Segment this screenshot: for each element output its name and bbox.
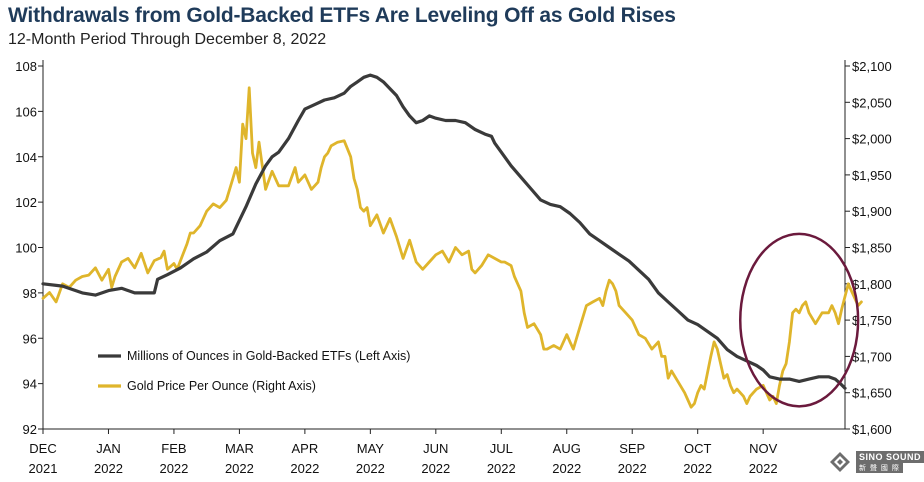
x-tick-year: 2022 (94, 461, 123, 476)
x-tick-month: JUN (423, 441, 448, 456)
series-group (41, 73, 863, 409)
x-tick-month: MAR (225, 441, 254, 456)
x-tick-year: 2022 (552, 461, 581, 476)
left-tick-label: 98 (23, 286, 37, 301)
watermark-sub: 新 聲 國 際 (856, 463, 903, 473)
right-tick-label: $1,650 (852, 386, 892, 401)
right-tick-label: $1,950 (852, 168, 892, 183)
x-tick-year: 2022 (749, 461, 778, 476)
x-tick-month: AUG (553, 441, 581, 456)
chart-subtitle: 12-Month Period Through December 8, 2022 (8, 31, 327, 48)
right-tick-label: $2,000 (852, 132, 892, 147)
right-tick-label: $2,050 (852, 95, 892, 110)
x-tick-month: FEB (161, 441, 186, 456)
left-tick-label: 102 (15, 195, 37, 210)
legend: Millions of Ounces in Gold-Backed ETFs (… (98, 349, 410, 393)
annotation-group (738, 232, 860, 408)
x-tick-month: JAN (96, 441, 121, 456)
x-tick-month: OCT (684, 441, 712, 456)
left-tick-label: 108 (15, 59, 37, 74)
right-tick-label: $1,600 (852, 422, 892, 437)
x-tick-year: 2022 (290, 461, 319, 476)
left-tick-label: 104 (15, 150, 37, 165)
x-tick-year: 2022 (159, 461, 188, 476)
x-tick-month: NOV (749, 441, 778, 456)
x-tick-month: MAY (357, 441, 385, 456)
series-gold-line (41, 86, 863, 409)
x-tick-month: APR (292, 441, 319, 456)
right-tick-label: $1,850 (852, 241, 892, 256)
x-tick-year: 2022 (683, 461, 712, 476)
highlight-ellipse (738, 232, 860, 408)
left-tick-label: 106 (15, 104, 37, 119)
x-tick-year: 2022 (356, 461, 385, 476)
right-tick-label: $1,750 (852, 313, 892, 328)
x-tick-year: 2022 (618, 461, 647, 476)
axes: 108 106 104 102 100 98 96 94 92 $2,100 $2,050 $2,00… (15, 59, 891, 476)
right-tick-label: $1,700 (852, 349, 892, 364)
right-tick-label: $1,800 (852, 277, 892, 292)
chart-title: Withdrawals from Gold-Backed ETFs Are Le… (8, 4, 676, 27)
right-tick-label: $1,900 (852, 204, 892, 219)
x-tick-year: 2022 (421, 461, 450, 476)
x-tick-year: 2022 (225, 461, 254, 476)
right-tick-label: $2,100 (852, 59, 892, 74)
watermark-brand: SINO SOUND (856, 451, 924, 463)
x-tick-month: SEP (619, 441, 645, 456)
x-tick-month: DEC (29, 441, 56, 456)
x-tick-year: 2021 (29, 461, 58, 476)
left-tick-label: 100 (15, 241, 37, 256)
x-tick-month: JUL (490, 441, 513, 456)
legend-label-etf: Millions of Ounces in Gold-Backed ETFs (… (127, 349, 410, 363)
left-tick-label: 96 (23, 331, 37, 346)
left-tick-label: 92 (23, 422, 37, 437)
sino-sound-logo-icon (830, 452, 850, 472)
series-etf-line (41, 73, 847, 390)
left-tick-label: 94 (23, 377, 37, 392)
legend-label-gold: Gold Price Per Ounce (Right Axis) (127, 379, 316, 393)
x-tick-year: 2022 (487, 461, 516, 476)
